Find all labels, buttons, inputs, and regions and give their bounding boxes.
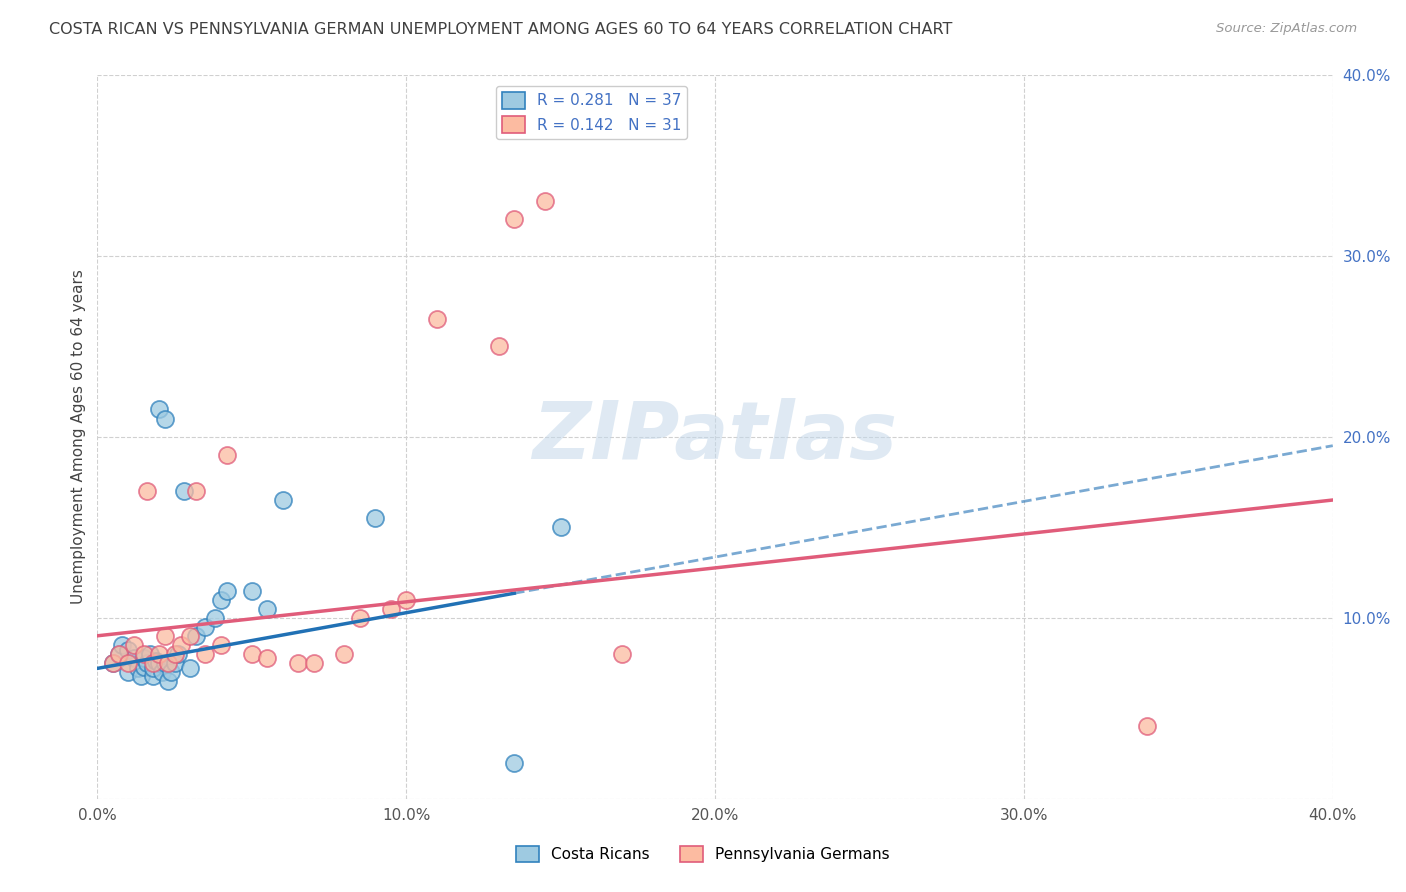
Y-axis label: Unemployment Among Ages 60 to 64 years: Unemployment Among Ages 60 to 64 years (72, 269, 86, 604)
Point (101, 656, 124, 670)
Point (179, 629, 201, 643)
Point (142, 656, 165, 670)
Point (117, 643, 139, 657)
Point (426, 312, 449, 326)
Point (150, 665, 173, 679)
Point (503, 756, 526, 770)
Point (256, 650, 278, 665)
Point (148, 656, 170, 670)
Text: COSTA RICAN VS PENNSYLVANIA GERMAN UNEMPLOYMENT AMONG AGES 60 TO 64 YEARS CORREL: COSTA RICAN VS PENNSYLVANIA GERMAN UNEMP… (49, 22, 953, 37)
Point (157, 674, 180, 689)
Point (240, 647, 263, 661)
Point (173, 483, 195, 498)
Point (364, 511, 387, 525)
Point (132, 650, 155, 665)
Point (395, 592, 418, 607)
Point (135, 483, 157, 498)
Point (142, 668, 165, 682)
Point (333, 647, 356, 661)
Point (155, 629, 177, 643)
Point (217, 448, 239, 462)
Point (194, 647, 217, 661)
Point (166, 647, 188, 661)
Point (240, 583, 263, 598)
Legend: Costa Ricans, Pennsylvania Germans: Costa Ricans, Pennsylvania Germans (510, 839, 896, 868)
Point (117, 665, 139, 679)
Point (186, 483, 208, 498)
Point (163, 656, 186, 670)
Point (108, 647, 131, 661)
Point (209, 638, 232, 652)
Point (170, 638, 193, 652)
Point (534, 194, 557, 209)
Point (488, 339, 510, 353)
Point (145, 654, 167, 668)
Point (550, 520, 572, 534)
Text: Source: ZipAtlas.com: Source: ZipAtlas.com (1216, 22, 1357, 36)
Point (163, 647, 186, 661)
Point (271, 493, 294, 508)
Point (108, 647, 131, 661)
Point (132, 659, 155, 673)
Point (155, 411, 177, 425)
Point (186, 629, 208, 643)
Point (302, 656, 325, 670)
Point (129, 668, 152, 682)
Point (179, 661, 201, 675)
Point (204, 610, 226, 624)
Point (349, 610, 371, 624)
Point (287, 656, 309, 670)
Point (148, 647, 170, 661)
Point (503, 212, 526, 227)
Point (148, 402, 170, 417)
Point (157, 656, 180, 670)
Point (1136, 719, 1159, 733)
Point (142, 661, 165, 675)
Point (127, 661, 149, 675)
Point (139, 647, 162, 661)
Point (380, 601, 402, 615)
Point (155, 656, 177, 670)
Point (117, 656, 139, 670)
Point (209, 592, 232, 607)
Point (124, 650, 146, 665)
Point (135, 656, 157, 670)
Point (111, 638, 134, 652)
Point (256, 601, 278, 615)
Point (217, 583, 239, 598)
Point (194, 620, 217, 634)
Point (612, 647, 634, 661)
Legend: R = 0.281   N = 37, R = 0.142   N = 31: R = 0.281 N = 37, R = 0.142 N = 31 (496, 86, 688, 139)
Text: ZIPatlas: ZIPatlas (533, 398, 897, 475)
Point (160, 665, 183, 679)
Point (132, 647, 155, 661)
Point (124, 638, 146, 652)
Point (101, 656, 124, 670)
